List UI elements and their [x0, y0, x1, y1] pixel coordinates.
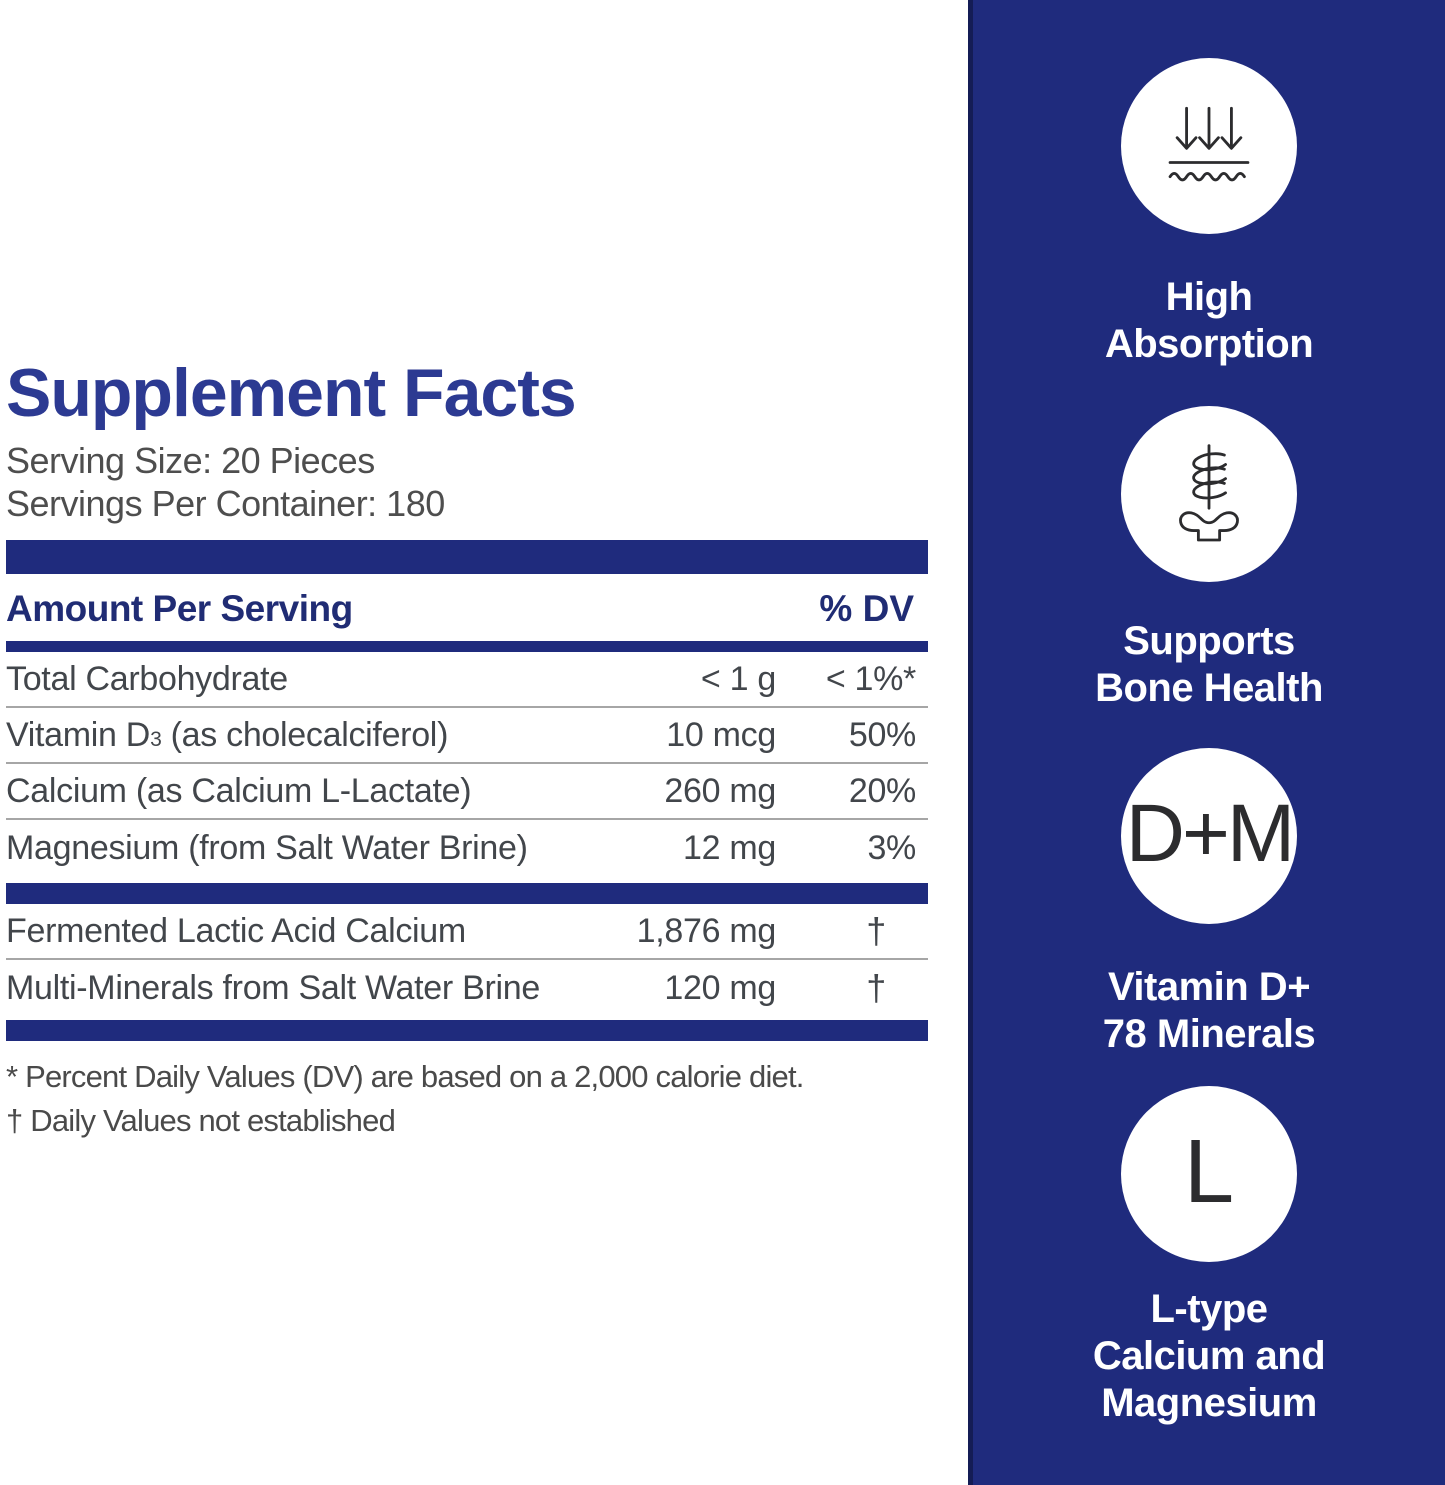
nutrient-rows-group-1: Total Carbohydrate < 1 g < 1%* Vitamin D…: [6, 652, 928, 876]
table-header-row: Amount Per Serving % DV: [6, 574, 928, 641]
benefit-icon-circle: [1121, 406, 1297, 582]
supplement-facts-panel: Supplement Facts Serving Size: 20 Pieces…: [6, 355, 928, 1143]
serving-size-text: Serving Size: 20 Pieces: [6, 440, 375, 482]
benefit-high-absorption: High Absorption: [973, 58, 1445, 368]
table-row-vitamin-d3: Vitamin D3 (as cholecalciferol) 10 mcg 5…: [6, 708, 928, 765]
benefit-vitamin-d-minerals: D+M Vitamin D+ 78 Minerals: [973, 748, 1445, 1058]
nutrient-dv: < 1%*: [825, 659, 916, 698]
nutrient-amount: 260 mg: [664, 771, 776, 810]
table-row-fermented-lactic-acid-calcium: Fermented Lactic Acid Calcium 1,876 mg †: [6, 904, 928, 961]
servings-per-container-text: Servings Per Container: 180: [6, 483, 445, 525]
amount-per-serving-label: Amount Per Serving: [6, 588, 353, 630]
dm-monogram: D+M: [1125, 788, 1295, 879]
nutrient-dv: 3%: [867, 828, 916, 867]
benefit-l-type-calcium-magnesium: L L-type Calcium and Magnesium: [973, 1086, 1445, 1427]
table-row-multi-minerals: Multi-Minerals from Salt Water Brine 120…: [6, 960, 928, 1016]
nutrient-amount: 10 mcg: [666, 715, 776, 754]
spine-icon: [1179, 444, 1239, 542]
benefit-caption: Supports Bone Health: [1095, 619, 1323, 710]
nutrient-amount: 12 mg: [683, 828, 776, 867]
benefit-icon-circle: [1121, 58, 1297, 234]
nutrient-name: Total Carbohydrate: [6, 659, 288, 698]
nutrient-dv-dagger: †: [866, 910, 886, 952]
dv-footnote: * Percent Daily Values (DV) are based on…: [6, 1059, 804, 1095]
nutrient-amount: 120 mg: [664, 968, 776, 1007]
benefit-icon-circle: D+M: [1121, 748, 1297, 924]
dagger-footnote: † Daily Values not established: [6, 1103, 396, 1139]
nutrient-amount: 1,876 mg: [636, 911, 777, 950]
divider-bar-top: [6, 540, 928, 575]
nutrient-dv-dagger: †: [866, 967, 886, 1009]
nutrient-name: Calcium (as Calcium L-Lactate): [6, 771, 472, 810]
benefits-panel: High Absorption Supports Bone Health: [968, 0, 1445, 1485]
nutrient-name: Magnesium (from Salt Water Brine): [6, 828, 528, 867]
nutrient-name: Multi-Minerals from Salt Water Brine: [6, 968, 540, 1007]
benefit-bone-health: Supports Bone Health: [973, 406, 1445, 712]
benefit-caption: Vitamin D+ 78 Minerals: [1102, 965, 1316, 1056]
divider-bar-header: [6, 641, 928, 653]
table-row-total-carbohydrate: Total Carbohydrate < 1 g < 1%*: [6, 652, 928, 709]
page-title: Supplement Facts: [6, 355, 577, 431]
divider-bar-middle: [6, 883, 928, 905]
down-arrows-into-surface-icon: [1168, 106, 1250, 182]
nutrient-amount: < 1 g: [700, 659, 776, 698]
footnotes: * Percent Daily Values (DV) are based on…: [6, 1055, 928, 1143]
table-row-magnesium: Magnesium (from Salt Water Brine) 12 mg …: [6, 820, 928, 876]
benefit-icon-circle: L: [1121, 1086, 1297, 1262]
nutrient-dv: 50%: [848, 715, 916, 754]
nutrient-dv: 20%: [848, 771, 916, 810]
nutrient-name: Fermented Lactic Acid Calcium: [6, 911, 466, 950]
nutrient-name: Vitamin D3 (as cholecalciferol): [6, 715, 449, 754]
benefit-caption: L-type Calcium and Magnesium: [1092, 1287, 1326, 1425]
divider-bar-bottom: [6, 1020, 928, 1042]
table-row-calcium: Calcium (as Calcium L-Lactate) 260 mg 20…: [6, 764, 928, 821]
nutrient-rows-group-2: Fermented Lactic Acid Calcium 1,876 mg †…: [6, 904, 928, 1016]
benefit-caption: High Absorption: [1104, 275, 1314, 366]
percent-dv-label: % DV: [819, 588, 914, 630]
l-monogram: L: [1183, 1122, 1235, 1222]
